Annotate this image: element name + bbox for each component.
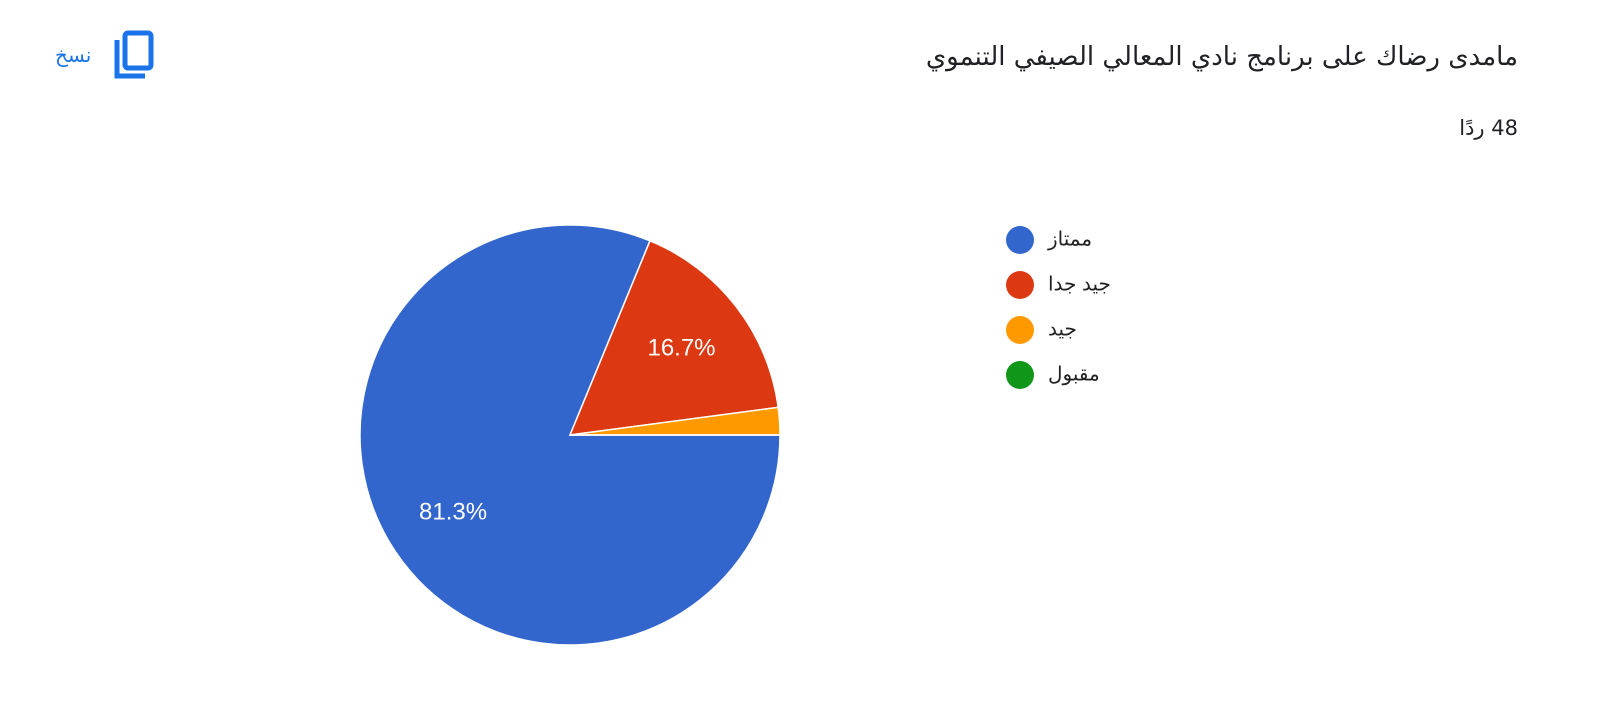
legend-swatch — [1006, 361, 1034, 389]
copy-label[interactable]: نسخ — [55, 43, 92, 67]
legend-label: ممتاز — [1047, 228, 1092, 250]
legend-label: جيد — [1048, 318, 1077, 340]
response-count: 48 ردًا — [1459, 116, 1518, 140]
copy-icon[interactable] — [113, 30, 155, 80]
legend-label: جيد جدا — [1048, 273, 1111, 295]
question-title: مامدى رضاك على برنامج نادي المعالي الصيف… — [925, 42, 1518, 72]
pie-slice — [568, 239, 780, 436]
legend-label: مقبول — [1048, 363, 1100, 385]
slice-label: 16.7% — [647, 335, 715, 362]
legend-swatch — [1006, 226, 1034, 254]
copy-button[interactable]: نسخ — [55, 30, 155, 80]
legend-swatch — [1006, 316, 1034, 344]
slice-label: 81.3% — [419, 499, 487, 526]
legend-swatch — [1006, 271, 1034, 299]
